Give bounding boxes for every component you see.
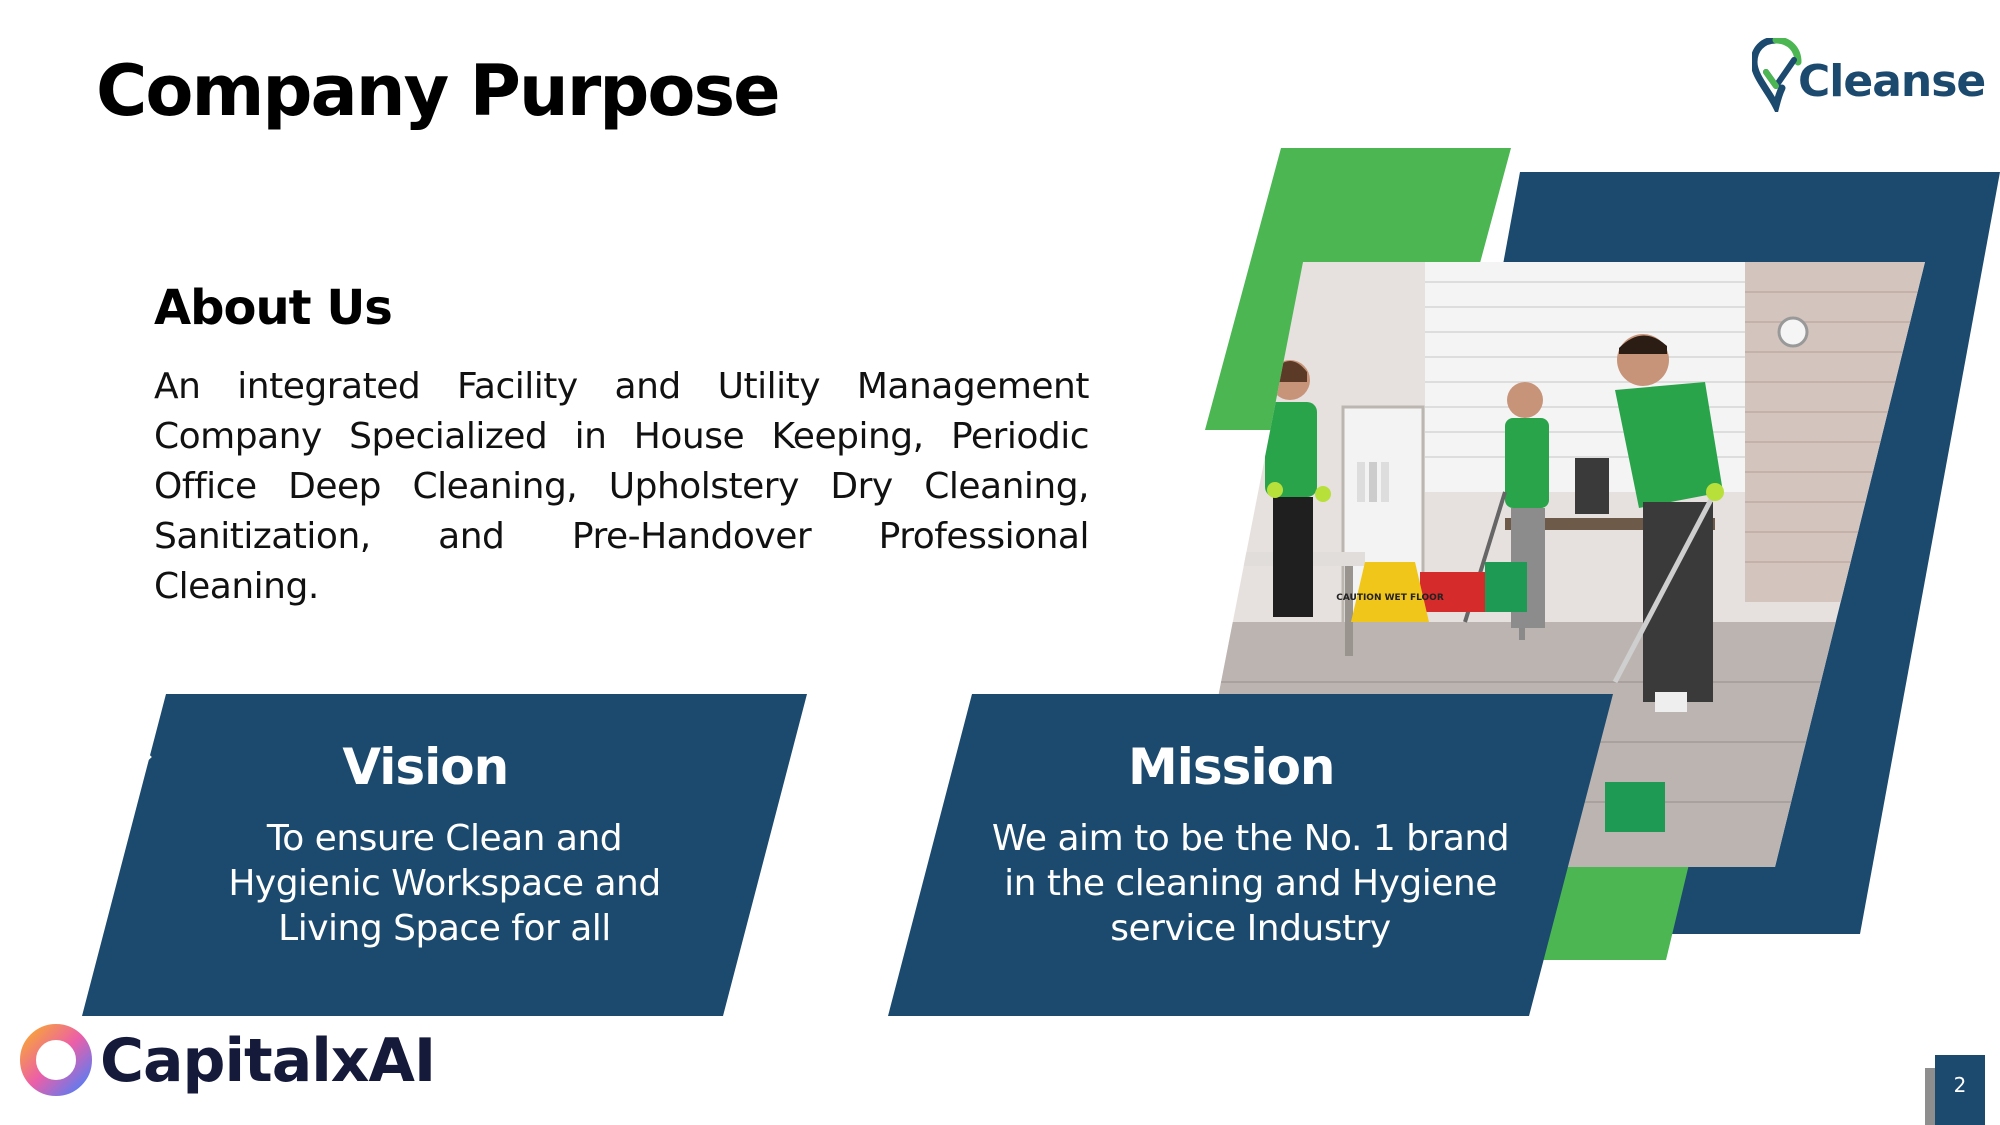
vision-card: Vision To ensure Clean and Hygienic Work… [82, 694, 807, 1016]
green-bottom-shape [1540, 860, 1690, 960]
page-title: Company Purpose [96, 50, 781, 132]
mission-line: service Industry [1110, 908, 1391, 949]
page-number-box [1935, 1055, 1985, 1125]
vision-heading-row: Vision [82, 734, 807, 796]
page-number-shadow [1925, 1068, 1935, 1125]
vision-line: Hygienic Workspace and [228, 863, 661, 904]
mission-card-background [888, 694, 1613, 1016]
vision-line: To ensure Clean and [266, 818, 623, 859]
cleanse-logo [1752, 38, 1802, 112]
vision-card-background [82, 694, 807, 1016]
about-text: An integrated Facility and Utility Manag… [154, 366, 1090, 607]
vision-heading: Vision [342, 737, 509, 796]
footer-brand: CapitalxAI [100, 1026, 436, 1096]
page-number: 2 [1953, 1073, 1967, 1097]
vision-line: Living Space for all [278, 908, 611, 949]
mission-line: We aim to be the No. 1 brand [991, 818, 1510, 859]
mission-line: in the cleaning and Hygiene [1004, 863, 1497, 904]
logo-text: Cleanse [1798, 56, 1986, 107]
mission-text: We aim to be the No. 1 brand in the clea… [888, 816, 1613, 951]
about-heading: About Us [154, 280, 393, 336]
vision-text: To ensure Clean and Hygienic Workspace a… [82, 816, 807, 951]
mission-card: Mission We aim to be the No. 1 brand in … [888, 694, 1613, 1016]
mission-heading-row: Mission [888, 734, 1613, 796]
mission-heading: Mission [1128, 737, 1336, 796]
capitalxai-logo-icon [20, 1024, 92, 1096]
caution-sign-text: CAUTION WET FLOOR [1336, 593, 1444, 603]
